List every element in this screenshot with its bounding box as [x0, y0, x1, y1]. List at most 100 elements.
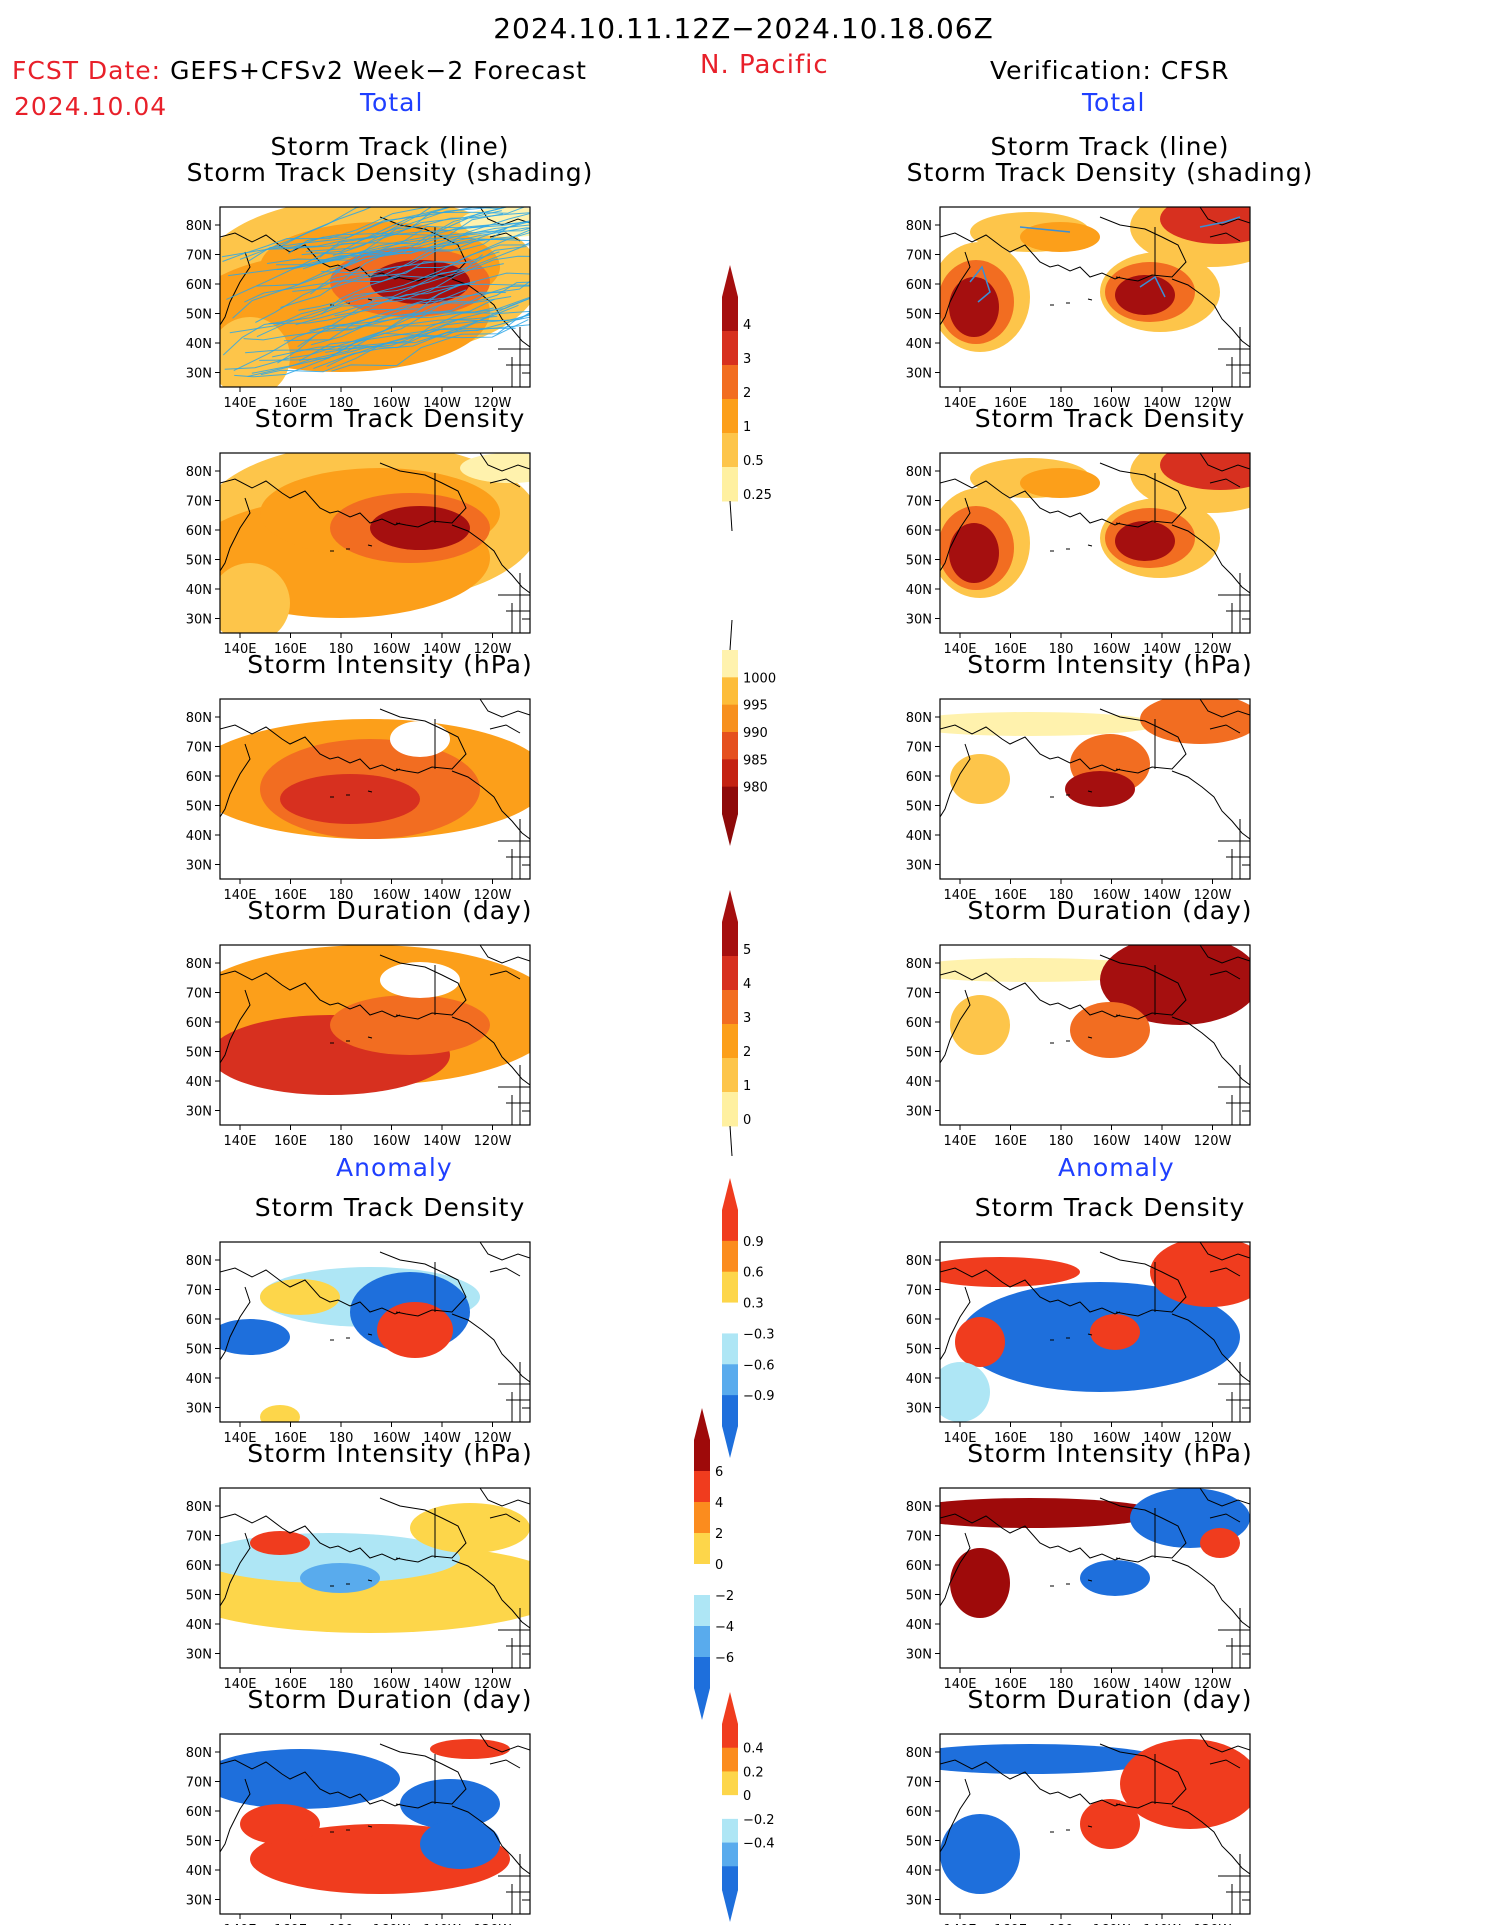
colorbar-label: 4: [715, 1496, 723, 1511]
shaded-region: [1065, 771, 1135, 807]
left-track-title-1: Storm Track (line): [270, 132, 510, 161]
lat-tick-label: 80N: [906, 219, 932, 234]
shaded-region: [940, 1744, 1160, 1774]
right-storm-density-map: 140E 160E 180 160W 140W 120W 80N 70N 60N 50N 40N 30…: [906, 452, 1251, 657]
lat-tick-label: 70N: [906, 249, 932, 264]
shaded-region: [1200, 1528, 1240, 1558]
lat-tick-label: 80N: [186, 1500, 212, 1515]
lat-tick-label: 30N: [186, 1105, 212, 1120]
right-anom-intensity-title: Storm Intensity (hPa): [967, 1439, 1253, 1468]
shaded-region: [250, 1531, 310, 1555]
colorbar-label: 1000: [743, 671, 776, 686]
colorbar-density-total: 4 3 2 1 0.5 0.25: [722, 265, 772, 532]
colorbar-segment: [694, 1595, 710, 1627]
lat-tick-label: 30N: [186, 367, 212, 382]
right-anom-density-title: Storm Track Density: [974, 1193, 1246, 1222]
lon-tick-label: 120W: [474, 1923, 512, 1925]
lon-tick-label: 180: [1049, 1677, 1074, 1692]
lat-tick-label: 70N: [906, 1284, 932, 1299]
lon-tick-label: 140W: [1143, 1431, 1181, 1446]
lat-tick-label: 70N: [906, 1530, 932, 1545]
colorbar-label: 0: [743, 1789, 751, 1804]
lat-tick-label: 60N: [906, 1805, 932, 1820]
lon-tick-label: 120W: [474, 1677, 512, 1692]
lat-tick-label: 30N: [186, 859, 212, 874]
shaded-region: [1080, 1799, 1140, 1849]
left-anom-density-map: 140E 160E 180 160W 140W 120W 80N 70N 60N 50N 40N 30…: [186, 1241, 531, 1446]
verification-label: Verification: CFSR: [990, 56, 1230, 85]
colorbar-label: 4: [743, 977, 751, 992]
colorbar-segment: [722, 677, 738, 706]
lon-tick-label: 120W: [474, 1431, 512, 1446]
colorbar-segment: [722, 1724, 738, 1749]
colorbar-segment: [722, 433, 738, 468]
colorbar-label: 2: [715, 1527, 723, 1542]
lon-tick-label: 160E: [274, 1134, 307, 1149]
colorbar-segment: [722, 1210, 738, 1242]
lon-tick-label: 140W: [1143, 396, 1181, 411]
lon-tick-label: 160W: [1093, 1431, 1131, 1446]
colorbar-segment: [722, 1024, 738, 1059]
shaded-region: [1115, 275, 1175, 315]
right-anomaly-label: Anomaly: [1058, 1153, 1175, 1182]
colorbar-segment: [722, 1058, 738, 1093]
shaded-region: [260, 1279, 340, 1315]
shaded-region: [410, 1503, 530, 1553]
shaded-region: [950, 1548, 1010, 1618]
lon-tick-label: 160E: [994, 396, 1027, 411]
lat-tick-label: 80N: [186, 1254, 212, 1269]
colorbar-segment: [722, 1092, 738, 1127]
shaded-region: [377, 1302, 453, 1358]
colorbar-label: 0: [743, 1113, 751, 1128]
lat-tick-label: 30N: [906, 613, 932, 628]
right-intensity-title: Storm Intensity (hPa): [967, 650, 1253, 679]
lat-tick-label: 80N: [906, 1746, 932, 1761]
lat-tick-label: 40N: [186, 1075, 212, 1090]
lat-tick-label: 60N: [186, 1805, 212, 1820]
colorbar-label: 1: [743, 1079, 751, 1094]
right-duration-title: Storm Duration (day): [967, 896, 1253, 925]
shaded-region: [1080, 1560, 1150, 1596]
colorbar-label: −2: [715, 1589, 734, 1604]
lon-tick-label: 160W: [373, 888, 411, 903]
colorbar-segment: [694, 1564, 710, 1596]
lat-tick-label: 40N: [906, 1864, 932, 1879]
lat-tick-label: 80N: [906, 1254, 932, 1269]
lon-tick-label: 140W: [423, 396, 461, 411]
lat-tick-label: 50N: [186, 1589, 212, 1604]
right-storm-track-map: 140E 160E 180 160W 140W 120W 80N 70N 60N 50N 40N 30…: [906, 206, 1251, 411]
lon-tick-label: 140E: [223, 1923, 256, 1925]
left-anomaly-label: Anomaly: [336, 1153, 453, 1182]
shaded-region: [1020, 468, 1100, 498]
shaded-region: [300, 1563, 380, 1593]
lon-tick-label: 140W: [423, 1677, 461, 1692]
colorbar-label: 980: [743, 781, 768, 796]
colorbar-segment: [722, 1395, 738, 1427]
right-total-label: Total: [1082, 88, 1146, 117]
lat-tick-label: 50N: [186, 554, 212, 569]
colorbar-label: 0.9: [743, 1235, 764, 1250]
lat-tick-label: 40N: [186, 1864, 212, 1879]
lon-tick-label: 160E: [994, 1923, 1027, 1925]
lat-tick-label: 40N: [906, 1618, 932, 1633]
lon-tick-label: 120W: [1194, 396, 1232, 411]
lon-tick-label: 140W: [1143, 1134, 1181, 1149]
colorbar-segment: [694, 1502, 710, 1534]
left-anom-density-title: Storm Track Density: [254, 1193, 526, 1222]
lon-tick-label: 160W: [373, 1677, 411, 1692]
lon-tick-label: 180: [329, 1923, 354, 1925]
colorbar-segment: [722, 732, 738, 760]
lat-tick-label: 80N: [906, 465, 932, 480]
lon-tick-label: 180: [329, 1431, 354, 1446]
shaded-region: [220, 1749, 400, 1809]
colorbar-segment: [722, 1333, 738, 1365]
colorbar-label: 6: [715, 1465, 723, 1480]
lon-tick-label: 180: [329, 1677, 354, 1692]
lon-tick-label: 140E: [223, 1677, 256, 1692]
colorbar-label: −0.6: [743, 1358, 775, 1373]
lon-tick-label: 180: [1049, 1923, 1074, 1925]
colorbar-label: 0.6: [743, 1266, 764, 1281]
lat-tick-label: 70N: [906, 987, 932, 1002]
colorbar-label: 4: [743, 318, 751, 333]
right-track-title-2: Storm Track Density (shading): [906, 158, 1314, 187]
